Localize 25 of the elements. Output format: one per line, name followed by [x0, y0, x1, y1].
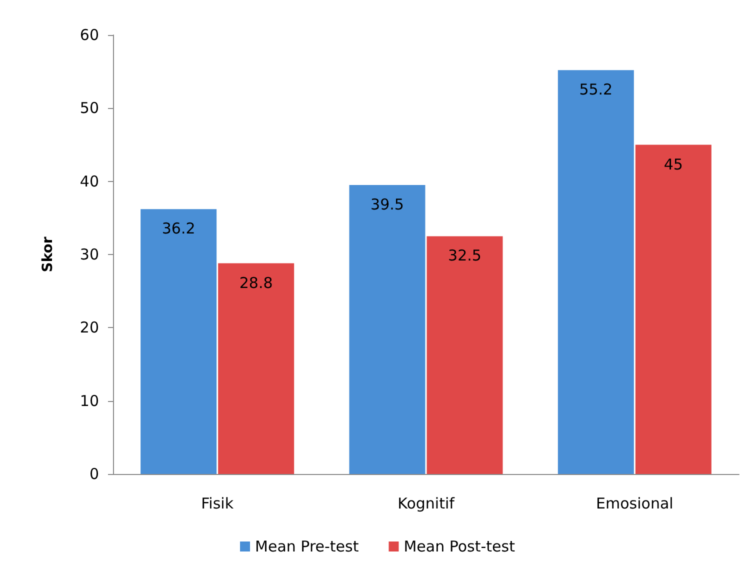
y-axis-title: Skor: [40, 236, 56, 272]
bar: [635, 144, 712, 474]
x-tick-label: Fisik: [201, 494, 234, 512]
legend-label: Mean Pre-test: [255, 538, 359, 556]
y-tick-label: 0: [89, 465, 99, 483]
data-label: 39.5: [370, 195, 404, 214]
y-tick-label: 40: [80, 172, 99, 190]
x-tick-label: Emosional: [596, 494, 674, 512]
bar: [140, 209, 217, 474]
data-label: 45: [664, 155, 683, 174]
bar: [349, 184, 426, 474]
bar: [426, 236, 503, 474]
legend-label: Mean Post-test: [404, 538, 516, 556]
bar: [558, 70, 634, 474]
x-tick-label: Kognitif: [398, 494, 456, 512]
y-tick-label: 50: [80, 99, 99, 118]
y-tick-label: 10: [80, 392, 99, 410]
bar: [218, 263, 294, 474]
data-label: 36.2: [162, 220, 196, 238]
y-tick-label: 20: [80, 318, 99, 337]
data-label: 28.8: [239, 274, 273, 292]
data-label: 55.2: [579, 80, 613, 99]
y-tick-label: 60: [80, 26, 99, 44]
data-label: 32.5: [448, 246, 482, 265]
y-tick-label: 30: [80, 246, 99, 264]
